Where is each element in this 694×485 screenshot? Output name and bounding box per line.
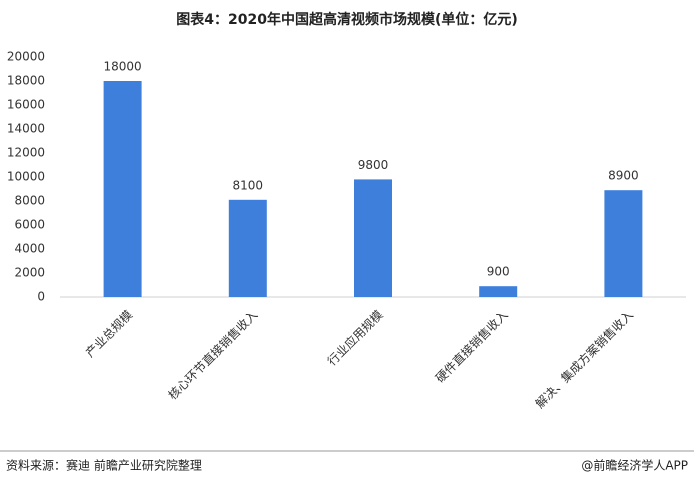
x-tick-label: 核心环节直接销售收入 [165, 307, 260, 402]
bar [604, 190, 643, 297]
data-label: 8900 [608, 169, 639, 183]
data-label: 8100 [233, 178, 264, 192]
y-tick-label: 6000 [14, 218, 45, 232]
y-tick-label: 16000 [7, 98, 45, 112]
chart-title: 图表4：2020年中国超高清视频市场规模(单位：亿元) [176, 11, 518, 28]
y-tick-label: 2000 [14, 266, 45, 280]
bar [228, 199, 267, 297]
y-tick-label: 20000 [7, 50, 45, 64]
bar [103, 81, 142, 297]
x-tick-label: 硬件直接销售收入 [432, 307, 510, 385]
data-label: 900 [487, 265, 510, 279]
y-tick-label: 10000 [7, 170, 45, 184]
x-tick-label: 产业总规模 [82, 307, 135, 360]
y-tick-label: 8000 [14, 194, 45, 208]
data-label: 18000 [104, 60, 142, 74]
y-tick-label: 0 [37, 290, 45, 304]
x-tick-label: 行业应用规模 [324, 307, 386, 369]
x-tick-label: 解决、集成方案销售收入 [532, 307, 636, 411]
y-tick-label: 4000 [14, 242, 45, 256]
bar [354, 179, 392, 297]
data-label: 9800 [358, 158, 389, 172]
y-tick-label: 12000 [7, 146, 45, 160]
source-note: 资料来源：赛迪 前瞻产业研究院整理 [6, 458, 202, 473]
credit-note: @前瞻经济学人APP [581, 458, 688, 473]
y-tick-label: 18000 [7, 74, 45, 88]
y-tick-label: 14000 [7, 122, 45, 136]
bar [479, 286, 518, 297]
